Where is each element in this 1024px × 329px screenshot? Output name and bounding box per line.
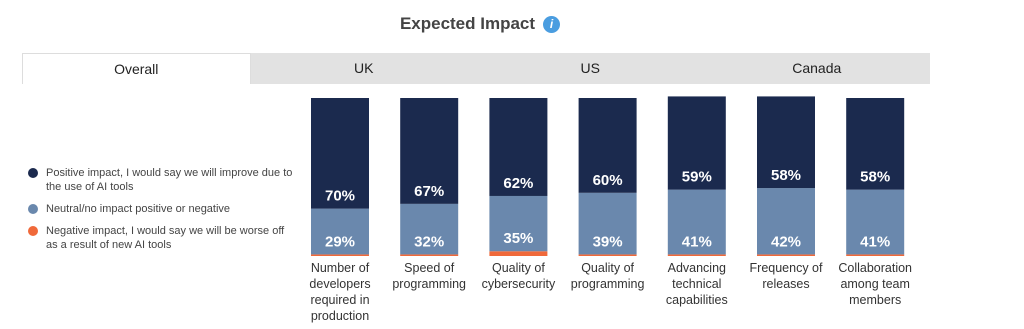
bar-segment	[489, 98, 548, 196]
legend-marker	[28, 204, 38, 214]
bar-segment	[578, 192, 637, 255]
bar-segment	[311, 98, 369, 209]
x-tick-label: Quality of cybersecurity	[481, 261, 556, 291]
bar-segment	[757, 188, 815, 255]
x-tick-label: Number of developers required in product…	[309, 261, 371, 323]
legend-label: Negative impact, I would say we will be …	[46, 225, 285, 251]
legend-item: Neutral/no impact positive or negative	[26, 202, 296, 216]
legend-item: Positive impact, I would say we will imp…	[26, 166, 296, 194]
x-tick-label: Collaboration among team members	[838, 261, 913, 307]
title-row: Expected Impact i	[0, 14, 960, 34]
x-tick-label: Quality of programming	[570, 261, 645, 291]
bar-segment	[489, 195, 548, 252]
data-label: 39%	[593, 233, 623, 250]
legend-label: Neutral/no impact positive or negative	[46, 203, 231, 215]
chart-title: Expected Impact	[399, 14, 536, 33]
bar-segment	[757, 254, 815, 256]
bar-segment	[400, 254, 459, 256]
data-label: 70%	[325, 188, 355, 205]
x-tick-label: Frequency of releases	[749, 261, 823, 291]
data-label: 32%	[414, 233, 444, 250]
bar-segment	[667, 96, 726, 190]
bar-segment	[311, 254, 369, 256]
data-label: 41%	[682, 233, 712, 250]
bar-segment	[578, 254, 637, 256]
x-tick-label: Advancing technical capabilities	[665, 261, 728, 307]
bar-segment	[489, 251, 548, 256]
data-label: 29%	[325, 233, 355, 250]
data-label: 60%	[593, 172, 623, 189]
bar-segment	[846, 254, 905, 256]
bar-segment	[667, 189, 726, 255]
tab[interactable]: US	[580, 60, 600, 76]
tab[interactable]: Overall	[22, 53, 251, 84]
legend: Positive impact, I would say we will imp…	[26, 166, 296, 260]
bar-segment	[667, 254, 726, 256]
data-label: 35%	[503, 230, 533, 247]
bar-segment	[578, 98, 637, 193]
data-label: 62%	[503, 175, 533, 192]
tab-bar: Overall UK US Canada	[22, 53, 930, 84]
data-label: 41%	[860, 233, 890, 250]
data-label: 42%	[771, 233, 801, 250]
tab[interactable]: Canada	[792, 60, 842, 76]
info-icon[interactable]: i	[543, 16, 561, 33]
legend-marker	[28, 226, 38, 236]
legend-label: Positive impact, I would say we will imp…	[46, 167, 293, 193]
bar-segment	[846, 98, 905, 190]
x-tick-label: Speed of programming	[392, 261, 466, 291]
legend-marker	[28, 168, 38, 178]
bar-segment	[311, 208, 369, 255]
bar-segment	[400, 203, 459, 255]
data-label: 58%	[860, 169, 890, 186]
bar-segment	[846, 189, 905, 255]
bar-segment	[757, 96, 815, 189]
bar-segment	[400, 98, 459, 204]
legend-item: Negative impact, I would say we will be …	[26, 224, 296, 252]
data-label: 59%	[682, 169, 712, 186]
tab[interactable]: UK	[354, 60, 374, 76]
data-label: 58%	[771, 167, 801, 184]
data-label: 67%	[414, 183, 444, 200]
